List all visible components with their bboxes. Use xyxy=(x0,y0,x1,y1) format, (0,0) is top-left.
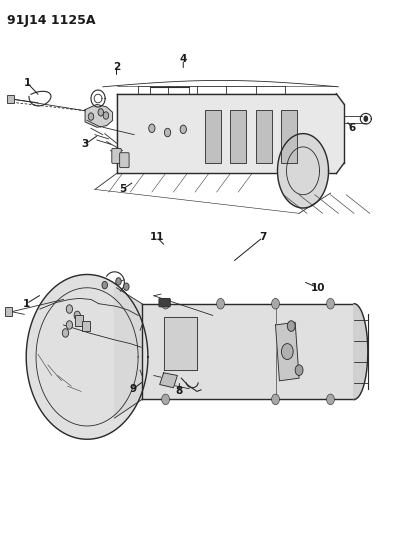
Text: 6: 6 xyxy=(348,123,356,133)
Text: 3: 3 xyxy=(82,139,89,149)
Circle shape xyxy=(164,128,171,137)
Circle shape xyxy=(217,298,225,309)
Polygon shape xyxy=(275,322,299,381)
Bar xyxy=(230,110,246,163)
Text: 91J14 1125A: 91J14 1125A xyxy=(7,14,95,27)
Polygon shape xyxy=(117,94,344,173)
Polygon shape xyxy=(115,288,142,418)
Text: 1: 1 xyxy=(22,298,30,309)
Circle shape xyxy=(271,298,279,309)
Circle shape xyxy=(66,305,72,313)
Bar xyxy=(256,110,271,163)
Bar xyxy=(7,95,15,103)
Bar xyxy=(281,110,297,163)
Bar xyxy=(82,321,90,332)
Circle shape xyxy=(281,344,293,360)
Circle shape xyxy=(295,365,303,375)
Circle shape xyxy=(124,283,129,290)
Polygon shape xyxy=(277,134,329,208)
Circle shape xyxy=(62,329,69,337)
Text: 7: 7 xyxy=(259,232,267,243)
Circle shape xyxy=(74,311,80,320)
FancyBboxPatch shape xyxy=(112,149,121,164)
Circle shape xyxy=(116,278,121,285)
Bar xyxy=(5,307,13,317)
Text: 1: 1 xyxy=(24,78,31,88)
Polygon shape xyxy=(85,104,113,127)
Polygon shape xyxy=(164,317,197,370)
Text: 4: 4 xyxy=(180,54,187,64)
Circle shape xyxy=(88,113,94,120)
Circle shape xyxy=(327,298,335,309)
Circle shape xyxy=(162,298,169,309)
Circle shape xyxy=(66,321,72,329)
Polygon shape xyxy=(117,94,344,104)
Circle shape xyxy=(162,394,169,405)
Text: 11: 11 xyxy=(150,232,164,243)
Circle shape xyxy=(287,321,295,332)
Text: 9: 9 xyxy=(130,384,137,394)
Polygon shape xyxy=(142,304,354,399)
Circle shape xyxy=(180,125,186,134)
Circle shape xyxy=(364,116,368,122)
Circle shape xyxy=(103,112,109,119)
Text: 8: 8 xyxy=(176,386,183,397)
Circle shape xyxy=(102,281,108,289)
Polygon shape xyxy=(26,274,148,439)
Text: 5: 5 xyxy=(119,184,126,195)
Polygon shape xyxy=(160,373,177,387)
Circle shape xyxy=(98,109,104,116)
Text: 10: 10 xyxy=(311,283,325,293)
Bar xyxy=(205,110,221,163)
Bar xyxy=(75,316,83,326)
Circle shape xyxy=(149,124,155,133)
FancyBboxPatch shape xyxy=(120,153,129,167)
Circle shape xyxy=(327,394,335,405)
Circle shape xyxy=(271,394,279,405)
FancyBboxPatch shape xyxy=(159,298,170,307)
Text: 2: 2 xyxy=(113,62,120,72)
Polygon shape xyxy=(354,304,368,399)
